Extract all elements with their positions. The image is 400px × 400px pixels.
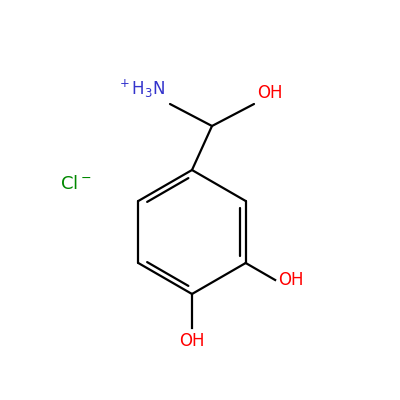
Text: OH: OH <box>257 84 283 102</box>
Text: Cl$^-$: Cl$^-$ <box>60 175 92 193</box>
Text: OH: OH <box>179 332 205 350</box>
Text: OH: OH <box>278 271 304 289</box>
Text: $^+$H$_3$N: $^+$H$_3$N <box>117 78 165 100</box>
